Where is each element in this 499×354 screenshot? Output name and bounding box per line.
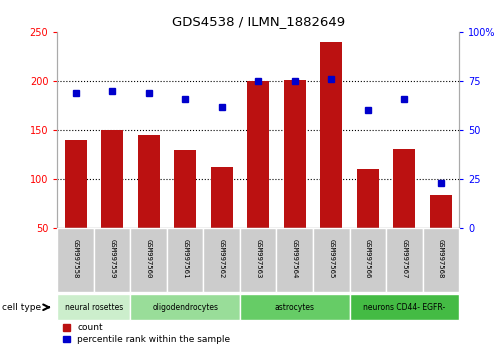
- Bar: [349, 228, 386, 292]
- Bar: [386, 228, 423, 292]
- Text: GSM997561: GSM997561: [182, 239, 188, 279]
- Bar: [167, 228, 204, 292]
- Bar: [65, 140, 87, 278]
- Bar: [357, 170, 379, 278]
- Bar: [130, 294, 240, 320]
- Text: GSM997559: GSM997559: [109, 239, 115, 279]
- Text: neurons CD44- EGFR-: neurons CD44- EGFR-: [363, 303, 446, 312]
- Text: GSM997558: GSM997558: [73, 239, 79, 279]
- Bar: [240, 294, 349, 320]
- Text: GSM997562: GSM997562: [219, 239, 225, 279]
- Text: neural rosettes: neural rosettes: [65, 303, 123, 312]
- Text: GSM997566: GSM997566: [365, 239, 371, 279]
- Bar: [430, 195, 452, 278]
- Bar: [101, 130, 123, 278]
- Bar: [320, 42, 342, 278]
- Bar: [138, 135, 160, 278]
- Bar: [313, 228, 349, 292]
- Bar: [284, 80, 306, 278]
- Bar: [349, 294, 459, 320]
- Bar: [276, 228, 313, 292]
- Bar: [240, 228, 276, 292]
- Text: astrocytes: astrocytes: [275, 303, 315, 312]
- Bar: [94, 228, 130, 292]
- Bar: [57, 294, 130, 320]
- Bar: [423, 228, 459, 292]
- Bar: [130, 228, 167, 292]
- Text: GSM997568: GSM997568: [438, 239, 444, 279]
- Bar: [211, 167, 233, 278]
- Bar: [57, 228, 94, 292]
- Text: GSM997565: GSM997565: [328, 239, 334, 279]
- Title: GDS4538 / ILMN_1882649: GDS4538 / ILMN_1882649: [172, 15, 345, 28]
- Text: oligodendrocytes: oligodendrocytes: [152, 303, 218, 312]
- Bar: [393, 149, 415, 278]
- Text: GSM997564: GSM997564: [292, 239, 298, 279]
- Text: GSM997567: GSM997567: [401, 239, 407, 279]
- Text: GSM997560: GSM997560: [146, 239, 152, 279]
- Bar: [204, 228, 240, 292]
- Text: GSM997563: GSM997563: [255, 239, 261, 279]
- Legend: count, percentile rank within the sample: count, percentile rank within the sample: [59, 320, 234, 348]
- Text: cell type: cell type: [2, 303, 41, 312]
- Bar: [174, 150, 196, 278]
- Bar: [248, 81, 269, 278]
